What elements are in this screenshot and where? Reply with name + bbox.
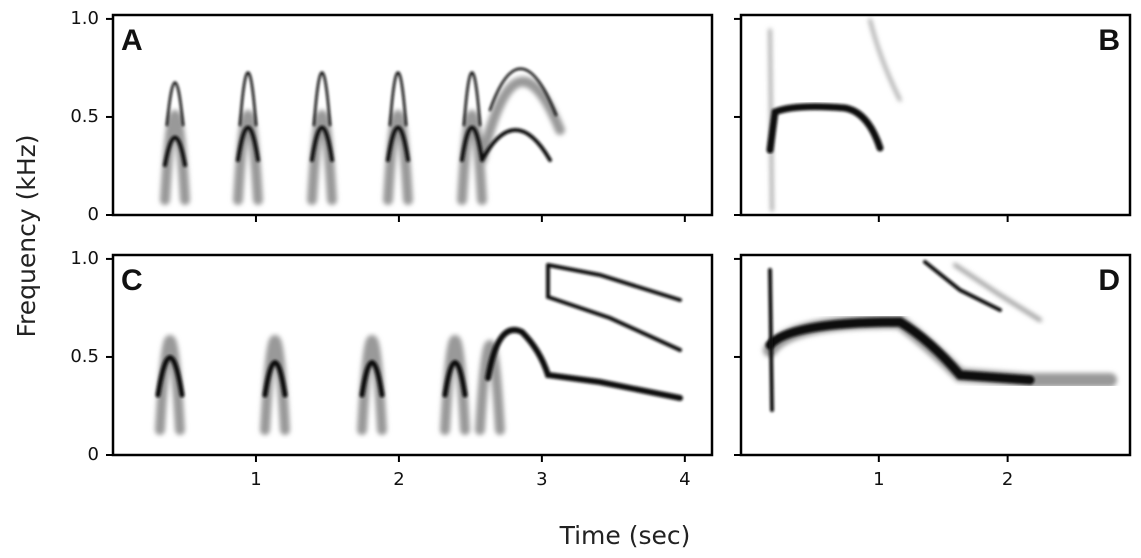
- panel-label: D: [1098, 264, 1120, 297]
- y-tick-label: 0.5: [70, 346, 99, 367]
- x-axis-label: Time (sec): [559, 521, 691, 550]
- panel-frame: [739, 13, 1132, 217]
- y-tick-label: 1.0: [70, 8, 99, 29]
- panel-label: A: [121, 24, 143, 57]
- x-tick-label: 4: [679, 469, 690, 490]
- y-tick-label: 0: [88, 204, 99, 225]
- x-tick-label: 2: [393, 469, 404, 490]
- panel-frame: [111, 13, 714, 217]
- x-tick-label: 1: [250, 469, 261, 490]
- panel-label: B: [1098, 24, 1120, 57]
- panel-label: C: [121, 264, 143, 297]
- panel-frame: [739, 253, 1132, 457]
- y-tick-label: 1.0: [70, 248, 99, 269]
- y-tick-label: 0: [88, 444, 99, 465]
- y-axis-label: Frequency (kHz): [12, 134, 41, 337]
- x-tick-label: 1: [873, 469, 884, 490]
- spectrogram-traces: [155, 18, 1117, 435]
- y-tick-label: 0.5: [70, 106, 99, 127]
- panel-frame: [111, 253, 714, 457]
- x-tick-label: 3: [536, 469, 547, 490]
- x-tick-label: 2: [1002, 469, 1013, 490]
